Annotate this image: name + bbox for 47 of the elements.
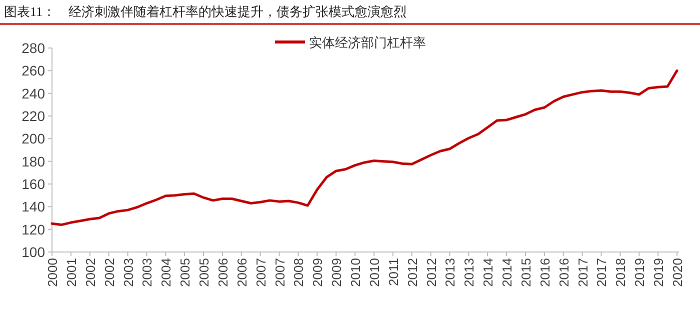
- chart-title: 图表11： 经济刺激伴随着杠杆率的快速提升，债务扩张模式愈演愈烈: [4, 4, 407, 19]
- x-tick-label: 2000: [45, 258, 60, 287]
- x-tick-label: 2006: [234, 258, 250, 287]
- x-tick-label: 2010: [348, 258, 364, 287]
- x-tick-label: 2018: [613, 258, 628, 287]
- x-tick-label: 2012: [404, 258, 420, 287]
- x-tick-label: 2009: [310, 258, 326, 287]
- x-tick-label: 2014: [500, 258, 515, 287]
- x-tick-label: 2015: [518, 258, 534, 287]
- x-tick-label: 2020: [670, 258, 685, 287]
- x-tick-label: 2005: [178, 258, 193, 287]
- x-tick-label: 2017: [575, 258, 590, 287]
- x-tick-label: 2017: [594, 258, 610, 287]
- y-tick-label: 160: [22, 176, 46, 192]
- x-tick-label: 2014: [480, 258, 496, 287]
- y-tick-label: 280: [22, 40, 46, 56]
- y-tick-label: 260: [22, 62, 46, 79]
- x-tick-label: 2003: [120, 258, 136, 287]
- line-series: [50, 69, 678, 226]
- x-tick-label: 2013: [462, 258, 477, 287]
- y-tick-label: 140: [22, 198, 46, 215]
- x-tick-label: 2001: [64, 258, 79, 287]
- x-tick-label: 2005: [196, 258, 212, 287]
- x-tick-label: 2019: [651, 258, 666, 287]
- x-tick-label: 2012: [424, 258, 439, 287]
- x-tick-label: 2006: [215, 258, 230, 287]
- x-tick-label: 2007: [253, 258, 268, 287]
- x-tick-label: 2003: [140, 258, 155, 287]
- x-tick-label: 2010: [366, 258, 382, 287]
- x-tick-label: 2011: [386, 258, 401, 286]
- x-tick-label: 2016: [556, 258, 572, 287]
- x-tick-label: 2004: [158, 258, 174, 287]
- x-tick-label: 2019: [632, 258, 648, 287]
- y-tick-label: 100: [22, 244, 46, 260]
- x-tick-label: 2002: [82, 258, 98, 287]
- y-tick-label: 240: [22, 85, 46, 102]
- x-tick-label: 2016: [537, 258, 552, 287]
- y-tick-label: 200: [22, 130, 46, 147]
- y-tick-label: 120: [22, 221, 46, 238]
- y-tick-label: 220: [22, 108, 46, 124]
- x-tick-label: 2013: [442, 258, 458, 287]
- x-tick-label: 2008: [291, 258, 306, 287]
- legend-label: 实体经济部门杠杆率: [309, 35, 426, 50]
- x-tick-label: 2009: [329, 258, 344, 287]
- x-tick-label: 2007: [272, 258, 288, 287]
- y-tick-label: 180: [22, 153, 46, 170]
- x-tick-label: 2002: [102, 258, 117, 287]
